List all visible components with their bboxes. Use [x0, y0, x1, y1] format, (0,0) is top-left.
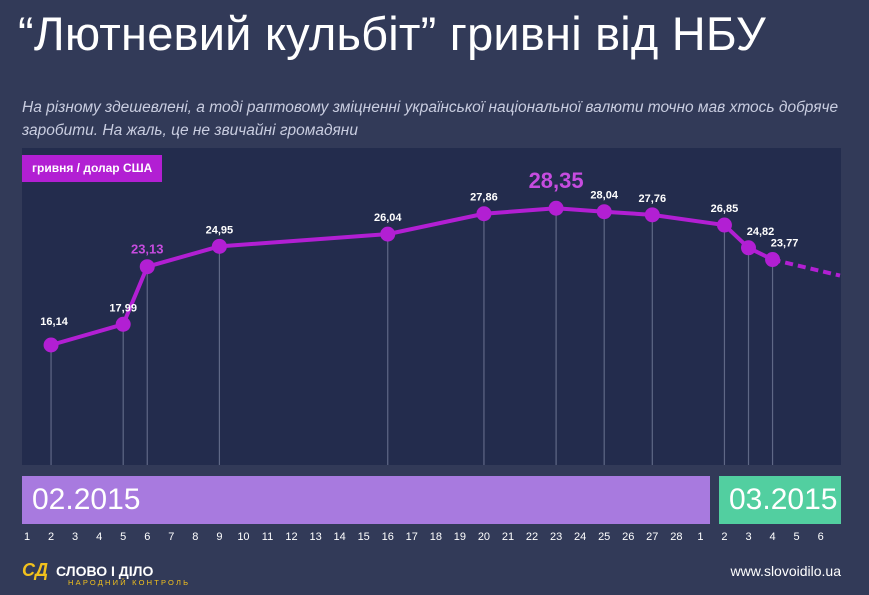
x-tick-label-19: 19 — [454, 531, 466, 543]
data-label-8: 28,04 — [590, 190, 618, 202]
x-tick-label-1: 1 — [24, 531, 30, 543]
subtitle: На різному здешевлені, а тоді раптовому … — [22, 99, 839, 139]
data-point-5 — [380, 226, 396, 242]
footer-url: www.slovoidilo.ua — [730, 563, 842, 579]
data-point-10 — [716, 217, 732, 233]
data-point-7 — [548, 200, 564, 216]
data-label-10: 26,85 — [711, 203, 739, 215]
data-point-9 — [644, 207, 660, 223]
page-title: “Лютневий кульбіт” гривні від НБУ — [18, 7, 766, 60]
x-tick-label-13: 13 — [309, 531, 321, 543]
data-label-6: 27,86 — [470, 192, 498, 204]
data-label-4: 24,95 — [206, 224, 234, 236]
data-label-11: 24,82 — [747, 226, 775, 238]
x-tick-label-21: 21 — [502, 531, 514, 543]
x-tick-label-22: 22 — [526, 531, 538, 543]
logo-text: СЛОВО І ДІЛО — [56, 563, 154, 579]
x-tick-label-32: 4 — [769, 531, 775, 543]
plot-area — [22, 148, 841, 465]
data-point-4 — [211, 238, 227, 254]
x-tick-label-9: 9 — [216, 531, 222, 543]
x-tick-label-4: 4 — [96, 531, 102, 543]
data-label-5: 26,04 — [374, 212, 402, 224]
data-label-12: 23,77 — [771, 238, 799, 250]
x-tick-label-6: 6 — [144, 531, 150, 543]
x-tick-label-12: 12 — [285, 531, 297, 543]
x-tick-label-23: 23 — [550, 531, 562, 543]
x-tick-label-14: 14 — [334, 531, 346, 543]
x-tick-label-8: 8 — [192, 531, 198, 543]
data-point-2 — [115, 316, 131, 332]
x-tick-label-5: 5 — [120, 531, 126, 543]
data-label-3: 23,13 — [131, 242, 164, 257]
data-point-6 — [476, 206, 492, 222]
month-bar-march: 03.2015 — [719, 476, 841, 524]
data-label-7: 28,35 — [529, 168, 584, 193]
x-tick-label-20: 20 — [478, 531, 490, 543]
x-tick-label-3: 3 — [72, 531, 78, 543]
x-tick-label-33: 5 — [794, 531, 800, 543]
x-tick-label-18: 18 — [430, 531, 442, 543]
month-bar-february: 02.2015 — [22, 476, 710, 524]
data-label-1: 16,14 — [40, 316, 68, 328]
data-labels: 16,14 17,99 23,13 24,95 26,04 27,86 28,35 28,04… — [40, 168, 798, 328]
x-tick-label-2: 2 — [48, 531, 54, 543]
x-tick-label-28: 28 — [670, 531, 682, 543]
logo-mark: СД — [22, 560, 48, 580]
data-point-12 — [765, 252, 781, 268]
data-point-3 — [139, 259, 155, 275]
data-label-9: 27,76 — [639, 193, 667, 205]
x-tick-label-17: 17 — [406, 531, 418, 543]
x-tick-label-34: 6 — [818, 531, 824, 543]
data-point-8 — [596, 204, 612, 220]
drop-lines — [50, 208, 774, 465]
x-tick-label-11: 11 — [262, 531, 273, 543]
logo: СД СЛОВО І ДІЛО — [22, 560, 153, 581]
data-point-11 — [741, 240, 756, 256]
x-tick-label-31: 3 — [745, 531, 751, 543]
x-tick-label-15: 15 — [358, 531, 370, 543]
x-tick-label-26: 26 — [622, 531, 634, 543]
unit-tag: гривня / долар США — [22, 155, 163, 182]
x-tick-label-30: 2 — [721, 531, 727, 543]
data-points — [43, 200, 781, 353]
x-tick-label-24: 24 — [574, 531, 586, 543]
data-label-2: 17,99 — [109, 302, 137, 314]
x-tick-label-7: 7 — [168, 531, 174, 543]
x-tick-label-16: 16 — [382, 531, 394, 543]
x-tick-label-25: 25 — [598, 531, 610, 543]
logo-tagline: НАРОДНИЙ КОНТРОЛЬ — [68, 578, 191, 587]
x-axis-ticks: 1 2 3 4 5 6 7 8 9 10 11 12 13 14 15 16 17 18 19 20 21 22 23 24 2… — [24, 531, 824, 543]
x-tick-label-29: 1 — [697, 531, 703, 543]
x-tick-label-10: 10 — [237, 531, 249, 543]
x-tick-label-27: 27 — [646, 531, 658, 543]
projection-line — [772, 257, 841, 278]
data-point-1 — [43, 337, 59, 353]
